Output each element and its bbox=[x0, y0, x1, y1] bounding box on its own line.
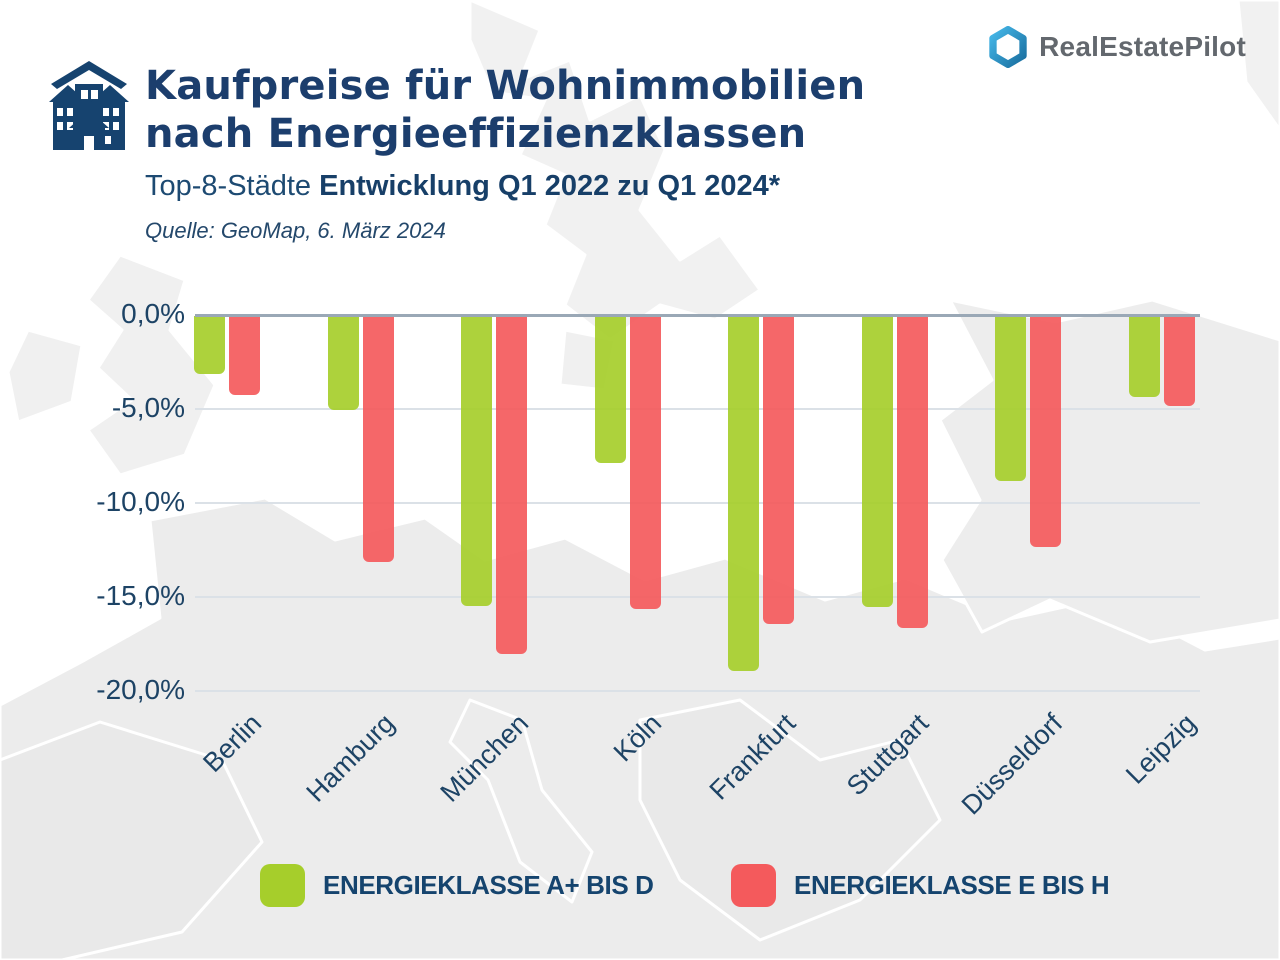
gridline bbox=[195, 596, 1200, 598]
y-axis-tick-label: -5,0% bbox=[111, 392, 185, 423]
y-axis-tick-label: 0,0% bbox=[121, 298, 185, 329]
legend-label: ENERGIEKLASSE A+ BIS D bbox=[323, 870, 654, 900]
legend-item-energy-class-e-to-h: ENERGIEKLASSE E BIS H bbox=[731, 864, 1110, 907]
bar-hamburg-red bbox=[362, 316, 394, 563]
gridline bbox=[195, 502, 1200, 504]
legend-item-energy-class-a-to-d: ENERGIEKLASSE A+ BIS D bbox=[260, 864, 654, 907]
bar-frankfurt-green bbox=[728, 316, 759, 672]
source-note: Quelle: GeoMap, 6. März 2024 bbox=[145, 218, 446, 243]
legend-label: ENERGIEKLASSE E BIS H bbox=[794, 870, 1110, 900]
legend-swatch-red bbox=[731, 864, 776, 907]
bar-köln-red bbox=[629, 316, 661, 610]
subtitle-regular: Top-8-Städte bbox=[145, 170, 320, 202]
bar-düsseldorf-green bbox=[995, 316, 1026, 482]
bar-stuttgart-red bbox=[896, 316, 928, 629]
title-line-1: Kaufpreise für Wohnimmobilien bbox=[145, 63, 866, 109]
bar-stuttgart-green bbox=[861, 316, 893, 608]
bar-münchen-green bbox=[461, 316, 492, 606]
subtitle-bold: Entwicklung Q1 2022 zu Q1 2024* bbox=[319, 170, 781, 202]
zero-axis-line bbox=[195, 314, 1200, 317]
legend-swatch-green bbox=[260, 864, 305, 907]
y-axis-tick-label: -20,0% bbox=[96, 674, 185, 705]
brand-logo: RealEstatePilot bbox=[987, 26, 1246, 68]
gridline bbox=[195, 408, 1200, 410]
brand-logo-text: RealEstatePilot bbox=[1039, 31, 1246, 62]
bar-berlin-red bbox=[229, 316, 260, 395]
bar-köln-green bbox=[594, 316, 626, 463]
bar-leipzig-red bbox=[1163, 316, 1195, 407]
bar-frankfurt-red bbox=[763, 316, 794, 625]
subtitle: Top-8-Städte Entwicklung Q1 2022 zu Q1 2… bbox=[145, 170, 780, 203]
y-axis-tick-label: -15,0% bbox=[96, 580, 185, 611]
page-title: Kaufpreise für Wohnimmobilien nach Energ… bbox=[145, 62, 865, 158]
title-line-2: nach Energieeffizienzklassen bbox=[145, 111, 807, 157]
gridline bbox=[195, 690, 1200, 692]
hexagon-logo-icon bbox=[989, 26, 1027, 68]
bar-leipzig-green bbox=[1128, 316, 1160, 397]
bar-münchen-red bbox=[496, 316, 527, 655]
bar-düsseldorf-red bbox=[1030, 316, 1061, 548]
bar-hamburg-green bbox=[327, 316, 359, 410]
buildings-icon bbox=[49, 61, 129, 150]
y-axis-tick-label: -10,0% bbox=[96, 486, 185, 517]
bar-berlin-green bbox=[194, 316, 225, 375]
